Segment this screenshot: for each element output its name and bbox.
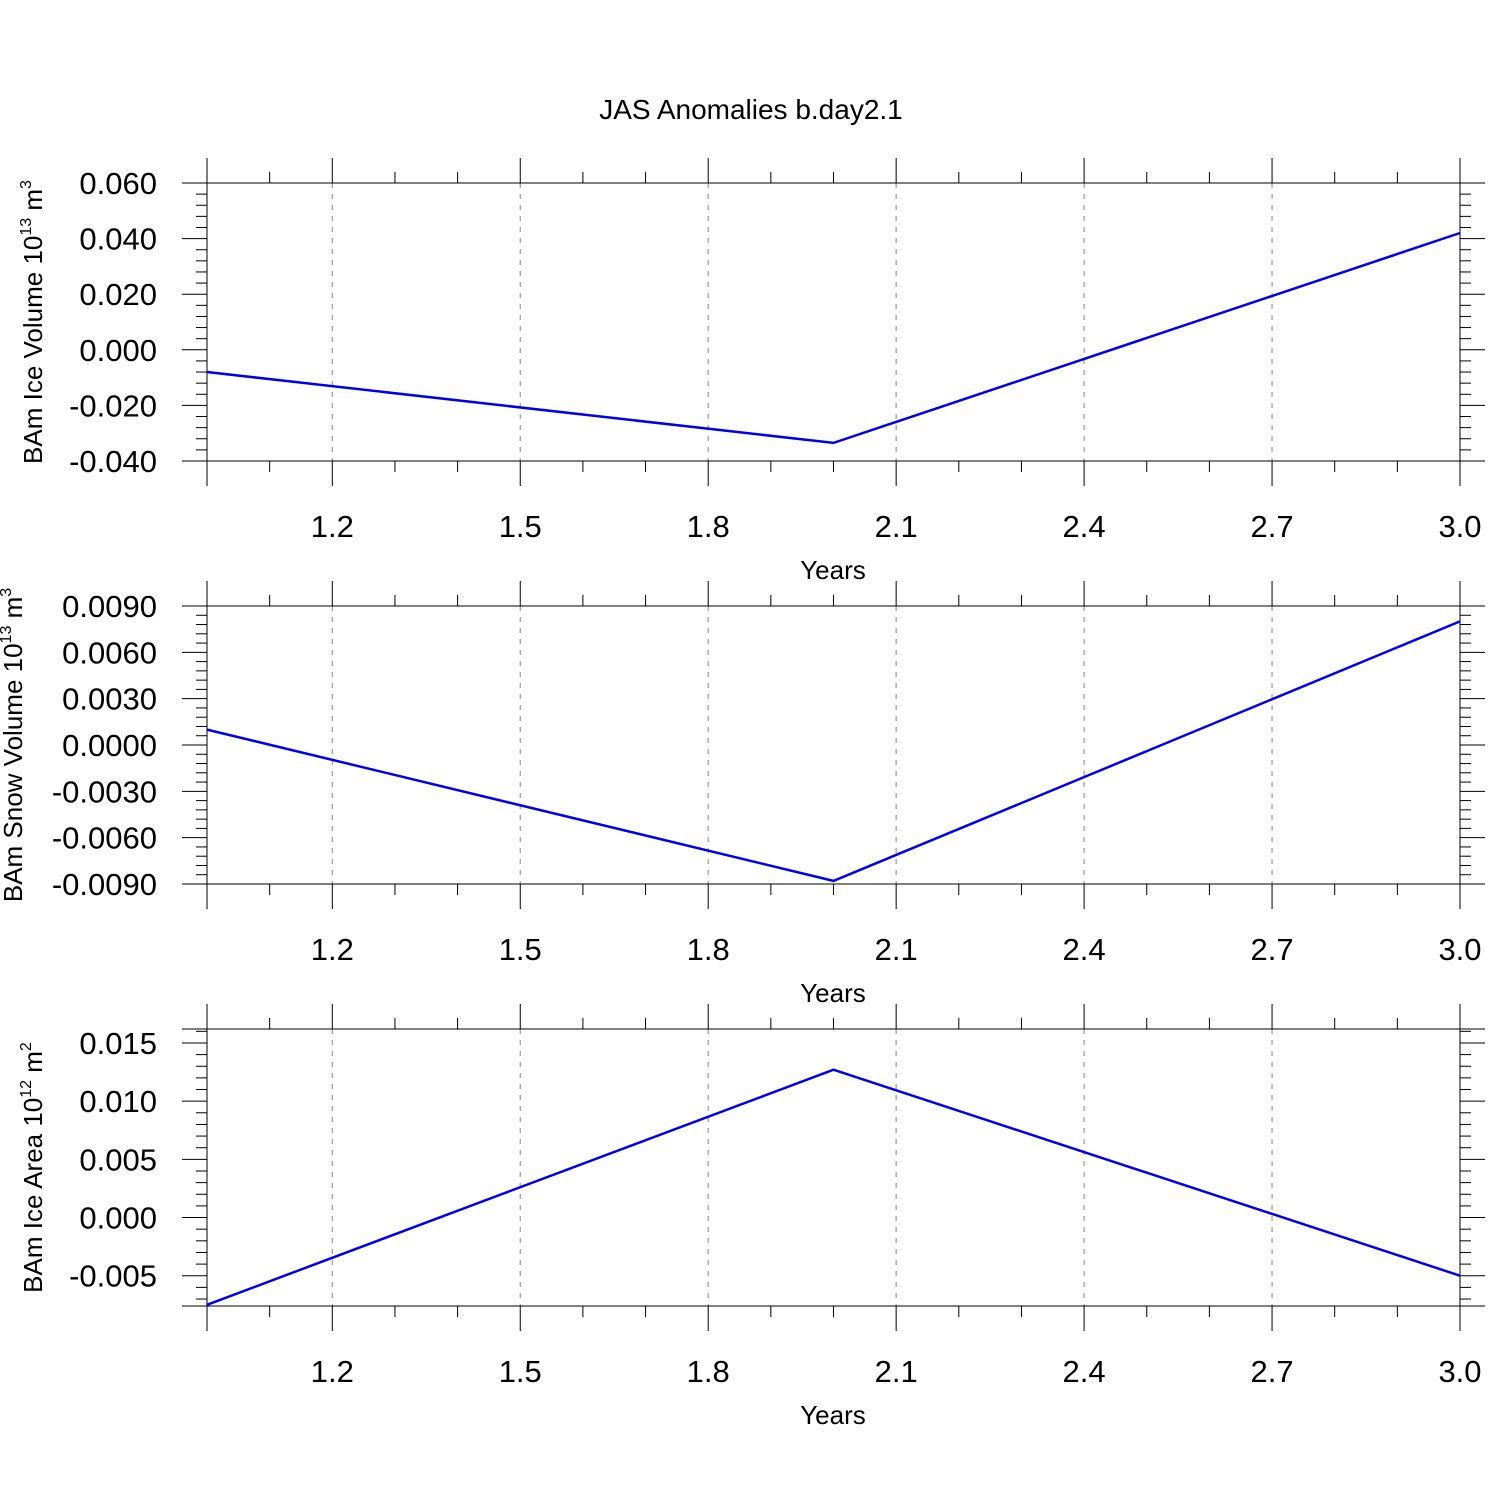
panel-2: 1.2 1.5 1.8 2.1 2.4 2.7 3.0 Years -0.0090 -0.0060… bbox=[0, 581, 1485, 1008]
x-tick-label: 2.4 bbox=[1063, 932, 1106, 967]
x-tick-label: 1.8 bbox=[687, 1354, 730, 1389]
x-tick-label: 2.4 bbox=[1063, 509, 1106, 544]
y-tick-label: 0.0000 bbox=[62, 728, 157, 763]
x-tick-label: 2.7 bbox=[1250, 1354, 1293, 1389]
x-tick-label: 1.5 bbox=[499, 509, 542, 544]
x-tick-label: 2.1 bbox=[875, 1354, 918, 1389]
y-tick-label: 0.015 bbox=[79, 1026, 157, 1061]
x-tick-label: 1.2 bbox=[311, 932, 354, 967]
y-tick-label: 0.0060 bbox=[62, 635, 157, 670]
x-tick-label: 2.4 bbox=[1063, 1354, 1106, 1389]
figure-title: JAS Anomalies b.day2.1 bbox=[599, 94, 903, 125]
x-tick-label: 3.0 bbox=[1438, 1354, 1481, 1389]
y-tick-label: 0.000 bbox=[79, 333, 157, 368]
y-tick-label: -0.0090 bbox=[52, 867, 157, 902]
x-tick-label: 2.1 bbox=[875, 509, 918, 544]
y-axis-title: BAm Ice Volume 1013 m3 bbox=[18, 180, 48, 464]
x-tick-label: 1.8 bbox=[687, 509, 730, 544]
panel-3: 1.2 1.5 1.8 2.1 2.4 2.7 3.0 Years -0.005 0.000 0.0… bbox=[18, 1004, 1485, 1430]
panel-1: 1.2 1.5 1.8 2.1 2.4 2.7 3.0 Years -0.040 -0.020 0.… bbox=[18, 158, 1485, 585]
y-axis-title: BAm Snow Volume 1013 m3 bbox=[0, 588, 28, 902]
series-line bbox=[206, 1068, 1461, 1306]
x-tick-label: 1.5 bbox=[499, 932, 542, 967]
y-tick-label: 0.040 bbox=[79, 222, 157, 257]
x-axis-title: Years bbox=[800, 1400, 866, 1430]
y-tick-label: 0.0030 bbox=[62, 682, 157, 717]
x-tick-label: 1.5 bbox=[499, 1354, 542, 1389]
x-tick-label: 3.0 bbox=[1438, 509, 1481, 544]
panels: 1.2 1.5 1.8 2.1 2.4 2.7 3.0 Years -0.040 -0.020 0.… bbox=[0, 158, 1485, 1430]
y-tick-label: -0.0060 bbox=[52, 821, 157, 856]
x-axis-title: Years bbox=[800, 555, 866, 585]
x-tick-label: 2.7 bbox=[1250, 932, 1293, 967]
y-tick-label: 0.020 bbox=[79, 277, 157, 312]
y-tick-label: -0.005 bbox=[69, 1259, 157, 1294]
y-tick-label: -0.040 bbox=[69, 444, 157, 479]
series-line bbox=[206, 231, 1461, 445]
y-tick-label: -0.020 bbox=[69, 388, 157, 423]
x-tick-label: 1.8 bbox=[687, 932, 730, 967]
y-tick-label: 0.060 bbox=[79, 166, 157, 201]
y-tick-label: 0.000 bbox=[79, 1201, 157, 1236]
x-axis-title: Years bbox=[800, 978, 866, 1008]
y-tick-label: 0.010 bbox=[79, 1084, 157, 1119]
x-tick-label: 2.1 bbox=[875, 932, 918, 967]
y-tick-label: -0.0030 bbox=[52, 774, 157, 809]
y-tick-label: 0.005 bbox=[79, 1142, 157, 1177]
x-tick-label: 1.2 bbox=[311, 509, 354, 544]
x-tick-label: 3.0 bbox=[1438, 932, 1481, 967]
x-tick-label: 2.7 bbox=[1250, 509, 1293, 544]
x-tick-label: 1.2 bbox=[311, 1354, 354, 1389]
series-line bbox=[206, 620, 1461, 883]
y-tick-label: 0.0090 bbox=[62, 589, 157, 624]
y-axis-title: BAm Ice Area 1012 m2 bbox=[18, 1042, 48, 1293]
